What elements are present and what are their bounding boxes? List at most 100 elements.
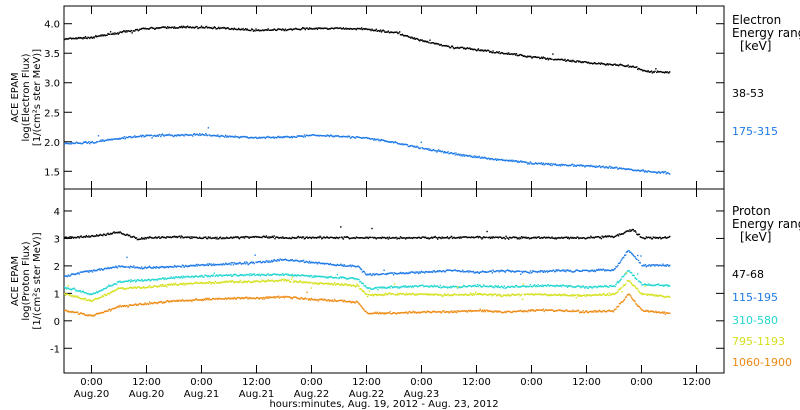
proton-point	[259, 236, 261, 239]
electron-point	[65, 37, 68, 40]
proton-point	[173, 235, 176, 237]
electron-point	[559, 58, 561, 61]
proton-point	[620, 301, 622, 303]
electron-point	[624, 65, 626, 67]
proton-point	[370, 274, 372, 276]
proton-point	[493, 270, 495, 273]
proton-point	[453, 269, 455, 271]
proton-point	[409, 285, 411, 288]
electron-point	[196, 133, 198, 135]
proton-point	[421, 284, 423, 286]
proton-point	[510, 271, 512, 273]
proton-point	[144, 302, 146, 304]
proton-point	[150, 302, 152, 304]
electron-point	[461, 46, 463, 49]
electron-point	[257, 137, 260, 139]
electron-point	[581, 61, 583, 63]
proton-point	[611, 235, 613, 237]
electron-point	[561, 164, 564, 166]
proton-point	[346, 278, 348, 280]
proton-point	[410, 285, 412, 287]
proton-point	[69, 294, 71, 296]
electron-point	[190, 134, 192, 136]
proton-point	[116, 281, 119, 283]
proton-point	[418, 272, 420, 275]
electron-point	[610, 63, 612, 66]
electron-point	[563, 164, 565, 166]
proton-point	[227, 274, 229, 276]
proton-point	[504, 311, 506, 313]
electron-point	[405, 143, 407, 146]
proton-point	[572, 295, 575, 297]
proton-point	[323, 298, 326, 301]
electron-point	[308, 134, 311, 136]
proton-point	[461, 270, 463, 273]
proton-point	[186, 275, 189, 278]
proton-point	[393, 237, 396, 239]
proton-point	[328, 299, 330, 301]
proton-point	[509, 295, 512, 297]
proton-point	[237, 263, 239, 265]
electron-point	[272, 29, 274, 31]
proton-point	[197, 299, 199, 301]
proton-point	[520, 309, 522, 312]
proton-point	[644, 285, 647, 287]
proton-point	[321, 237, 324, 239]
proton-point	[626, 251, 628, 253]
electron-point	[194, 26, 197, 29]
proton-point	[136, 279, 139, 281]
proton-point	[193, 236, 195, 239]
proton-point	[109, 267, 112, 269]
proton-point	[652, 294, 654, 297]
proton-point	[141, 303, 144, 305]
electron-point	[237, 136, 239, 138]
proton-point	[385, 292, 387, 294]
electron-point	[225, 134, 227, 137]
proton-point	[418, 293, 420, 296]
proton-point	[128, 305, 130, 307]
proton-point	[608, 235, 610, 237]
proton-point	[353, 237, 355, 239]
proton-point	[344, 236, 346, 238]
proton-point	[578, 285, 580, 287]
proton-point	[405, 286, 408, 288]
electron-point	[382, 139, 384, 141]
proton-point	[381, 287, 383, 289]
proton-point	[212, 297, 214, 300]
proton-point	[413, 236, 416, 239]
proton-point	[234, 273, 236, 275]
proton-point	[358, 279, 360, 281]
proton-point	[278, 279, 280, 282]
electron-point	[542, 56, 544, 58]
electron-point	[142, 27, 145, 29]
electron-point	[261, 29, 263, 32]
proton-point	[245, 273, 248, 275]
proton-point	[70, 236, 72, 238]
electron-point	[624, 65, 627, 68]
proton-point	[221, 264, 223, 266]
proton-point	[437, 270, 440, 273]
proton-point	[508, 310, 510, 313]
proton-point	[222, 298, 224, 300]
proton-point	[610, 236, 612, 238]
electron-point	[265, 29, 268, 31]
proton-point	[631, 284, 634, 286]
electron-point	[297, 28, 300, 30]
electron-point	[363, 28, 365, 30]
proton-point	[436, 285, 438, 287]
proton-point	[444, 311, 446, 313]
proton-point	[225, 263, 228, 265]
electron-point	[258, 30, 261, 32]
electron-point	[369, 138, 371, 140]
proton-point	[298, 236, 300, 239]
proton-point	[458, 270, 461, 272]
electron-point	[285, 136, 287, 138]
proton-point	[543, 236, 545, 238]
proton-point	[334, 264, 336, 266]
proton-point	[175, 300, 178, 302]
electron-point	[168, 26, 171, 28]
electron-point	[655, 68, 657, 70]
proton-point	[477, 285, 480, 288]
proton-point	[179, 283, 181, 285]
proton-point	[93, 292, 95, 294]
